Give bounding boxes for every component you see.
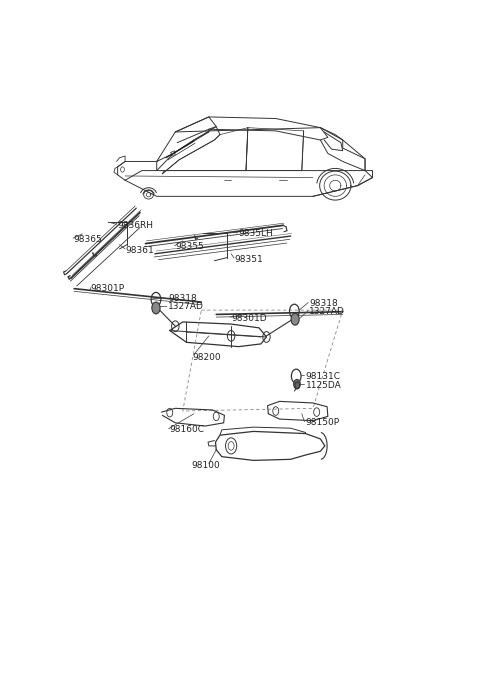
Text: 98365: 98365 bbox=[73, 235, 102, 244]
Text: 98318: 98318 bbox=[168, 294, 197, 302]
Text: 98355: 98355 bbox=[175, 243, 204, 252]
Text: 1327AD: 1327AD bbox=[309, 307, 345, 316]
Text: 98351: 98351 bbox=[235, 255, 264, 264]
Text: 98131C: 98131C bbox=[305, 372, 340, 381]
Text: 98361: 98361 bbox=[125, 245, 154, 254]
Circle shape bbox=[152, 302, 160, 314]
Circle shape bbox=[294, 379, 300, 389]
Text: 98160C: 98160C bbox=[170, 425, 205, 434]
Text: 98100: 98100 bbox=[192, 461, 220, 470]
Text: 98301P: 98301P bbox=[91, 284, 125, 293]
Text: 9836RH: 9836RH bbox=[118, 222, 154, 231]
Text: 9835LH: 9835LH bbox=[239, 229, 273, 238]
Text: 98301D: 98301D bbox=[231, 314, 267, 323]
Text: 1327AD: 1327AD bbox=[168, 302, 204, 311]
Text: 98318: 98318 bbox=[309, 299, 338, 308]
Text: 98150P: 98150P bbox=[305, 418, 340, 427]
Circle shape bbox=[291, 314, 299, 325]
Text: 98200: 98200 bbox=[192, 353, 221, 362]
Text: 1125DA: 1125DA bbox=[305, 381, 341, 390]
